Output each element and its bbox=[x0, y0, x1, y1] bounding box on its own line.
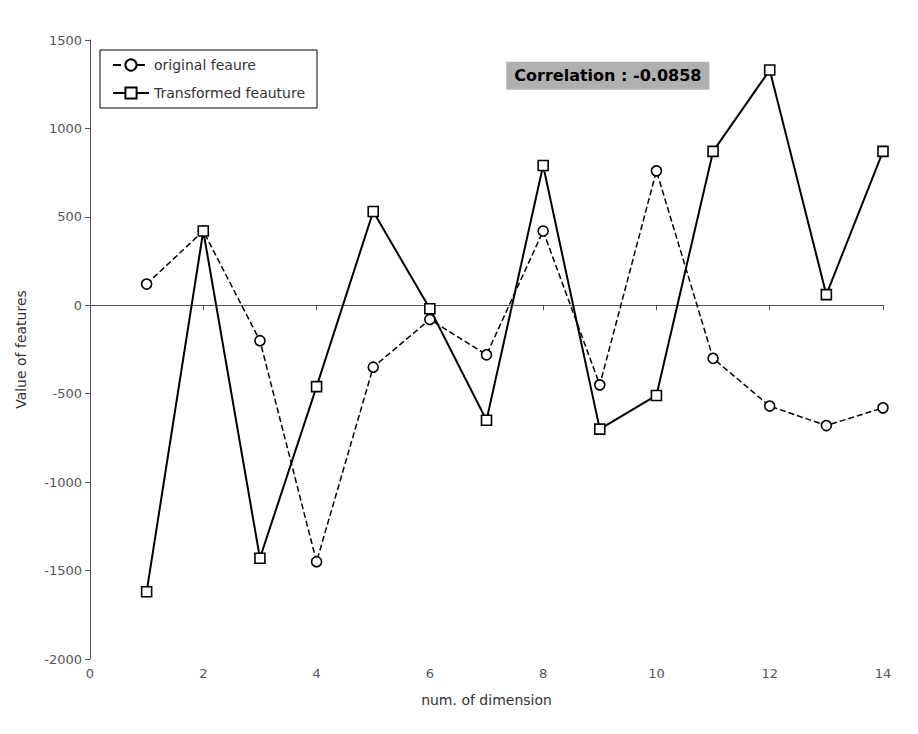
svg-text:6: 6 bbox=[426, 666, 434, 681]
svg-text:-2000: -2000 bbox=[44, 652, 82, 667]
svg-text:original feaure: original feaure bbox=[154, 57, 256, 73]
svg-text:500: 500 bbox=[57, 209, 82, 224]
svg-text:Transformed feauture: Transformed feauture bbox=[153, 85, 305, 101]
svg-text:0: 0 bbox=[86, 666, 94, 681]
svg-text:14: 14 bbox=[875, 666, 892, 681]
svg-text:0: 0 bbox=[74, 298, 82, 313]
svg-text:10: 10 bbox=[648, 666, 665, 681]
svg-text:1500: 1500 bbox=[49, 33, 82, 48]
svg-text:12: 12 bbox=[761, 666, 778, 681]
svg-text:2: 2 bbox=[199, 666, 207, 681]
svg-text:Correlation : -0.0858: Correlation : -0.0858 bbox=[514, 66, 701, 85]
svg-text:-1500: -1500 bbox=[44, 563, 82, 578]
svg-text:-1000: -1000 bbox=[44, 475, 82, 490]
svg-text:4: 4 bbox=[312, 666, 320, 681]
svg-text:num. of dimension: num. of dimension bbox=[421, 692, 552, 708]
svg-text:1000: 1000 bbox=[49, 121, 82, 136]
svg-text:-500: -500 bbox=[52, 386, 82, 401]
svg-text:8: 8 bbox=[539, 666, 547, 681]
svg-text:Value of features: Value of features bbox=[13, 290, 29, 409]
